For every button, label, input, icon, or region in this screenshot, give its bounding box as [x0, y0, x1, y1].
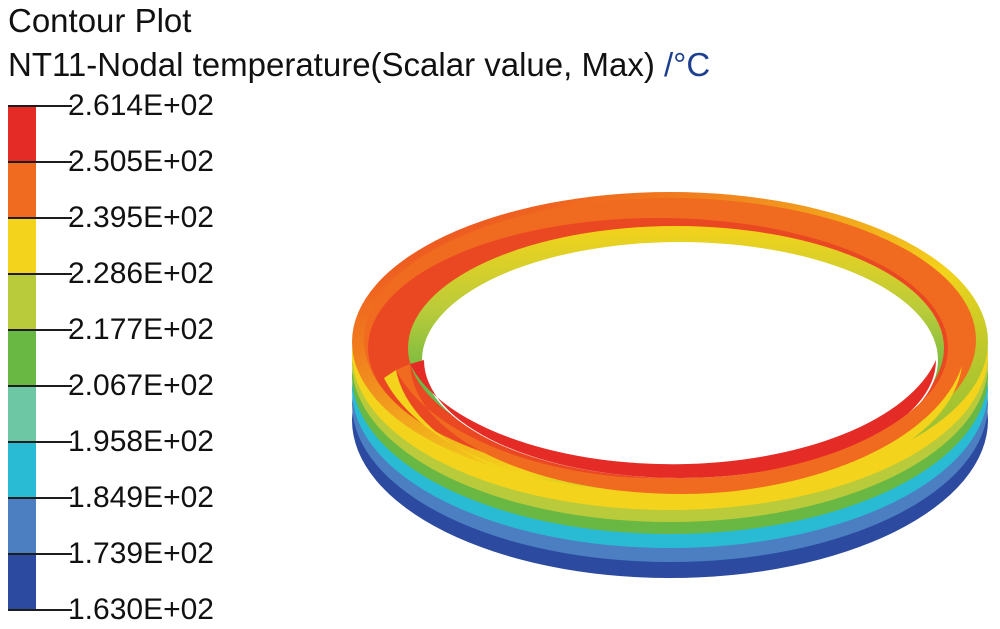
legend-band: [8, 330, 36, 386]
legend-tick: [8, 385, 72, 387]
legend-tick: [8, 553, 72, 555]
color-legend: 2.614E+02 2.505E+02 2.395E+02 2.286E+02 2.17…: [8, 89, 268, 626]
ring-front-rim-orange: [396, 360, 951, 494]
legend-tick-label: 2.395E+02: [68, 201, 214, 234]
legend-band: [8, 218, 36, 274]
legend-band: [8, 106, 36, 162]
ring-opening: [422, 242, 938, 478]
legend-tick: [8, 105, 72, 107]
legend-band: [8, 386, 36, 442]
unit-label: /°C: [663, 46, 711, 83]
plot-title: Contour Plot: [8, 2, 192, 39]
legend-tick-label: 1.958E+02: [68, 425, 214, 458]
legend-tick-label: 2.067E+02: [68, 369, 214, 402]
legend-tick-label: 1.630E+02: [68, 593, 214, 626]
legend-tick-label: 1.849E+02: [68, 481, 214, 514]
legend-tick: [8, 609, 72, 611]
legend-tick-label: 2.505E+02: [68, 145, 214, 178]
legend-band: [8, 498, 36, 554]
model-viewport[interactable]: [340, 190, 1000, 620]
ring-front-rim-red: [410, 360, 936, 478]
legend-tick-label: 2.614E+02: [68, 89, 214, 122]
legend-band: [8, 274, 36, 330]
legend-tick: [8, 497, 72, 499]
ring-model: [352, 192, 988, 578]
legend-band: [8, 554, 36, 610]
legend-tick-label: 2.177E+02: [68, 313, 214, 346]
legend-tick-label: 2.286E+02: [68, 257, 214, 290]
legend-tick: [8, 273, 72, 275]
legend-band: [8, 162, 36, 218]
variable-label: NT11-Nodal temperature(Scalar value, Max…: [8, 46, 664, 83]
legend-tick: [8, 217, 72, 219]
legend-tick-label: 1.739E+02: [68, 537, 214, 570]
legend-tick: [8, 441, 72, 443]
legend-color-bar: [8, 106, 36, 612]
plot-subtitle: NT11-Nodal temperature(Scalar value, Max…: [8, 46, 710, 84]
legend-tick: [8, 329, 72, 331]
legend-tick: [8, 161, 72, 163]
legend-band: [8, 442, 36, 498]
